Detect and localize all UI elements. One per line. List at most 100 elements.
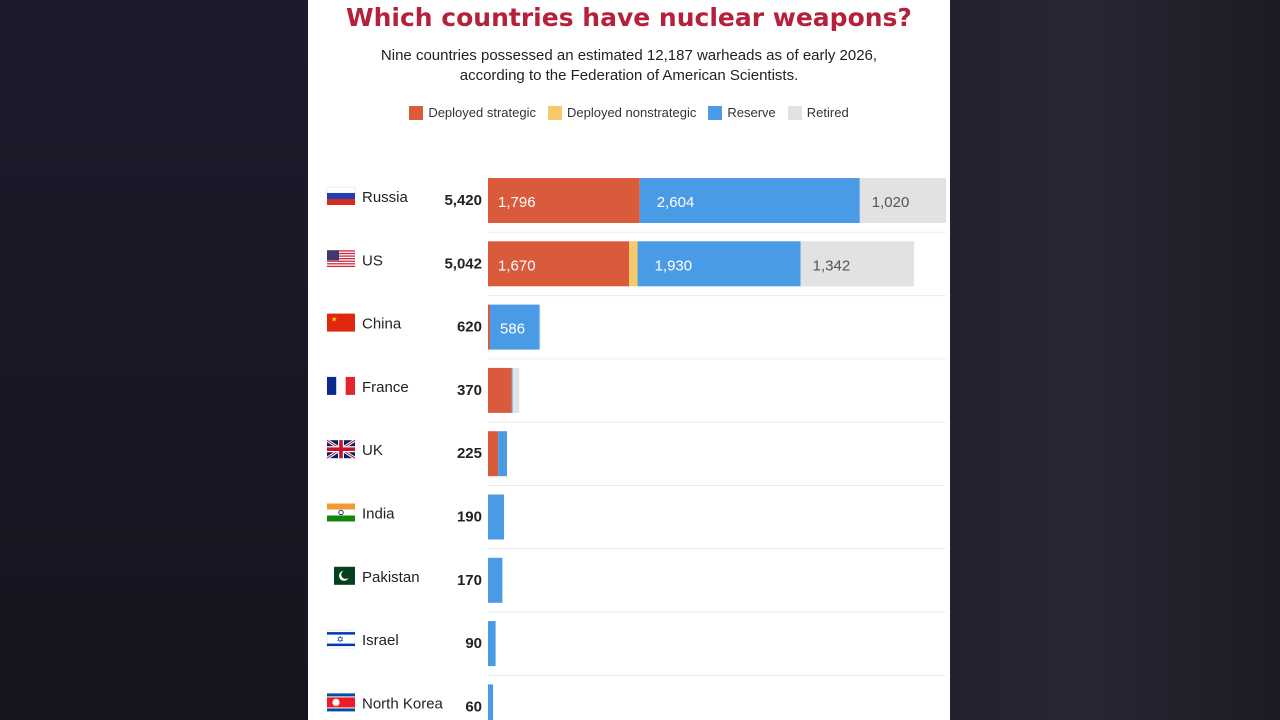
data-label: 586 bbox=[500, 321, 525, 338]
flag-part bbox=[327, 255, 355, 257]
flag-icon: ★ bbox=[327, 313, 355, 332]
flag-part bbox=[341, 570, 350, 579]
bar-segment bbox=[488, 494, 505, 540]
total-label: 60 bbox=[465, 698, 482, 715]
flag-part bbox=[327, 697, 355, 708]
flag-part bbox=[327, 265, 355, 268]
legend-item-deployed-nonstrategic: Deployed nonstrategic bbox=[547, 105, 697, 120]
bar-segment bbox=[488, 178, 640, 223]
flag-part bbox=[345, 376, 355, 395]
flag-part bbox=[327, 515, 355, 522]
country-label: UK bbox=[362, 442, 383, 459]
data-label: 1,670 bbox=[498, 257, 536, 274]
total-label: 90 bbox=[465, 635, 482, 652]
flag-part: ★ bbox=[331, 316, 337, 324]
legend-item-retired: Retired bbox=[787, 105, 849, 120]
total-label: 170 bbox=[457, 572, 482, 589]
flag-part bbox=[327, 643, 355, 647]
flag-part bbox=[327, 376, 337, 395]
bar-row: France 370 bbox=[327, 358, 946, 413]
total-label: 225 bbox=[457, 445, 482, 462]
country-label: China bbox=[362, 316, 402, 333]
flag-part bbox=[327, 258, 355, 260]
legend-swatch bbox=[409, 105, 424, 120]
bar-segment bbox=[512, 367, 520, 413]
flag-part bbox=[327, 509, 355, 516]
total-label: 5,420 bbox=[444, 192, 482, 209]
bar-segment bbox=[488, 367, 512, 413]
flag-part bbox=[327, 632, 355, 635]
bar-segment bbox=[488, 304, 491, 350]
data-label: 1,342 bbox=[813, 257, 851, 274]
legend-swatch bbox=[708, 105, 723, 120]
country-label: Russia bbox=[362, 189, 409, 206]
data-label: 1,796 bbox=[498, 194, 536, 211]
bar-row: ✡ Israel 90 bbox=[326, 611, 946, 667]
chart-subtitle: Nine countries possessed an estimated 12… bbox=[308, 46, 950, 86]
subtitle-line-2: according to the Federation of American … bbox=[459, 67, 799, 84]
flag-icon bbox=[327, 566, 355, 585]
subtitle-line-1: Nine countries possessed an estimated 12… bbox=[380, 47, 878, 64]
data-label: 1,930 bbox=[655, 257, 693, 274]
stacked-bar-chart: Russia 5,420 1,796 2,604 1,020 US 5,042 1,670 1,… bbox=[326, 178, 946, 720]
legend-label: Deployed strategic bbox=[428, 105, 536, 120]
bar-row: North Korea 60 bbox=[327, 674, 946, 720]
background-right bbox=[950, 0, 1280, 720]
flag-part: ✡ bbox=[337, 636, 345, 646]
total-label: 5,042 bbox=[444, 255, 482, 272]
legend-label: Reserve bbox=[727, 105, 776, 120]
bar-segment bbox=[490, 304, 540, 350]
infographic-panel: Which countries have nuclear weapons? Ni… bbox=[308, 0, 950, 720]
bar-segment bbox=[639, 178, 860, 223]
bar-row: ★ China 620 586 bbox=[327, 295, 946, 350]
flag-part bbox=[327, 503, 355, 510]
flag-part bbox=[327, 250, 339, 261]
flag-part bbox=[327, 263, 355, 265]
flag-part bbox=[336, 376, 346, 395]
bar-segment bbox=[859, 178, 946, 223]
flag-part bbox=[332, 698, 340, 707]
data-label: 2,604 bbox=[657, 194, 695, 211]
country-label: North Korea bbox=[362, 695, 444, 712]
flag-part bbox=[338, 509, 344, 516]
flag-part bbox=[327, 313, 355, 332]
flag-icon bbox=[327, 503, 355, 522]
chart-legend: Deployed strategic Deployed nonstrategic… bbox=[308, 105, 950, 120]
legend-swatch bbox=[547, 105, 562, 120]
legend-item-reserve: Reserve bbox=[708, 105, 776, 120]
legend-label: Retired bbox=[806, 105, 849, 120]
bar-segment bbox=[629, 241, 638, 287]
total-label: 620 bbox=[457, 319, 482, 336]
bar-row: India 190 bbox=[327, 485, 946, 540]
flag-part bbox=[327, 252, 355, 255]
bar-segment bbox=[488, 557, 503, 603]
bar-segment bbox=[637, 241, 801, 287]
bar-segment bbox=[511, 367, 513, 413]
flag-part bbox=[327, 566, 334, 585]
country-label: US bbox=[362, 252, 383, 269]
bar-row: US 5,042 1,670 1,930 1,342 bbox=[327, 231, 946, 287]
flag-part bbox=[327, 199, 355, 205]
country-label: India bbox=[362, 506, 395, 523]
bar-segment bbox=[539, 304, 541, 350]
data-label: 1,020 bbox=[872, 194, 910, 211]
flag-icon bbox=[326, 438, 356, 460]
flag-part bbox=[327, 260, 355, 262]
bar-segment bbox=[488, 684, 494, 720]
total-label: 370 bbox=[457, 382, 482, 399]
bar-segment bbox=[498, 431, 508, 477]
flag-part bbox=[327, 447, 355, 451]
legend-label: Deployed nonstrategic bbox=[566, 105, 697, 120]
legend-item-deployed-strategic: Deployed strategic bbox=[409, 105, 536, 120]
bar-row: Russia 5,420 1,796 2,604 1,020 bbox=[326, 178, 946, 223]
country-label: France bbox=[362, 379, 409, 396]
flag-icon bbox=[327, 376, 355, 395]
flag-part bbox=[327, 193, 355, 199]
flag-icon bbox=[327, 693, 355, 712]
bar-segment bbox=[800, 241, 915, 287]
bar-segment bbox=[488, 621, 496, 667]
bar-segment bbox=[488, 241, 630, 287]
flag-icon: ✡ bbox=[326, 629, 356, 649]
legend-swatch bbox=[787, 105, 802, 120]
flag-icon bbox=[326, 186, 356, 205]
